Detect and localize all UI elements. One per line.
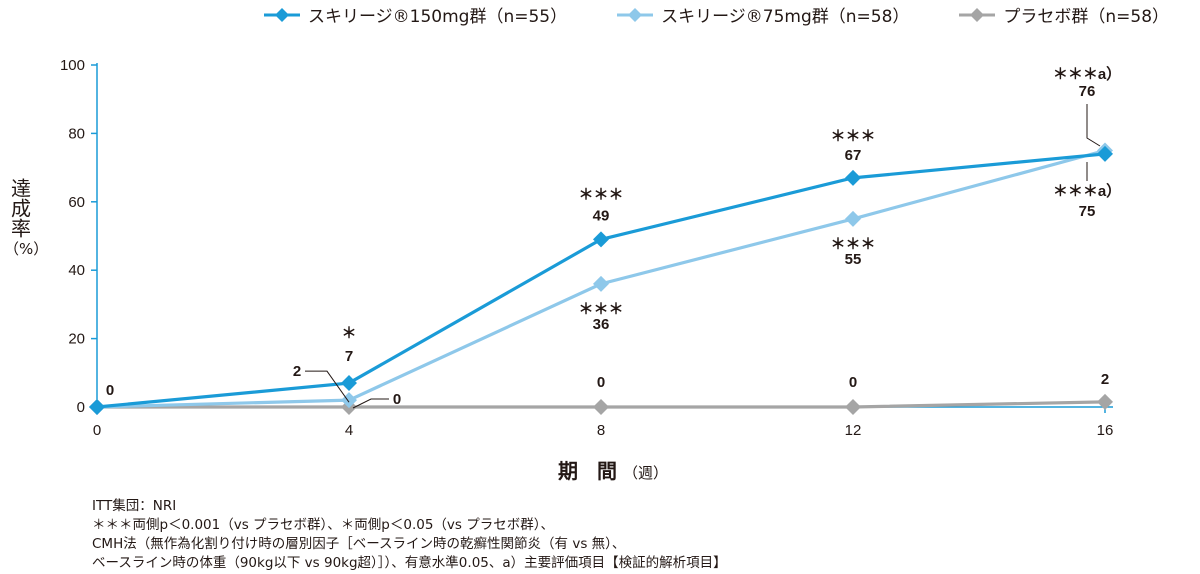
x-axis-unit: （週）	[622, 464, 668, 482]
data-point-marker	[593, 399, 609, 415]
y-tick-label: 0	[77, 399, 85, 416]
x-tick-label: 4	[345, 422, 353, 439]
y-tick-label: 100	[60, 57, 85, 74]
data-label: 7	[345, 348, 353, 365]
data-label: 55	[845, 251, 862, 268]
y-tick-label: 40	[68, 262, 85, 279]
significance-label: ＊	[341, 325, 356, 342]
legend: スキリージ®150mg群（n=55） スキリージ®75mg群（n=58） プラセ…	[262, 2, 1200, 27]
y-tick-label: 80	[68, 125, 85, 142]
significance-label: ＊＊＊	[830, 128, 875, 145]
legend-marker-75mg	[617, 7, 654, 22]
legend-item-150mg: スキリージ®150mg群（n=55）	[262, 2, 567, 27]
significance-label: ＊＊＊	[830, 236, 875, 253]
significance-label: ＊＊＊	[578, 301, 623, 318]
significance-label: ＊＊＊a）	[1053, 65, 1121, 83]
data-point-marker	[593, 231, 609, 248]
y-tick-label: 60	[68, 194, 85, 211]
data-label: 75	[1079, 203, 1096, 220]
x-tick-label: 0	[93, 422, 101, 439]
x-tick-label: 16	[1097, 422, 1114, 439]
footnote-line: CMH法（無作為化割り付け時の層別因子［ベースライン時の乾癬性関節炎（有 vs …	[92, 536, 626, 552]
legend-label-placebo: プラセボ群（n=58）	[1003, 7, 1170, 27]
legend-marker-150mg	[264, 7, 300, 22]
data-point-marker	[341, 375, 357, 392]
legend-label-75mg: スキリージ®75mg群（n=58）	[661, 7, 910, 27]
x-axis-title: 期 間（週）	[558, 455, 668, 484]
leader-line	[1086, 104, 1101, 147]
data-label: 0	[106, 382, 114, 399]
data-label: 49	[593, 207, 610, 224]
legend-marker-placebo	[959, 7, 996, 22]
footnotes: ITT集団：NRI ＊＊＊両側p＜0.001（vs プラセボ群）、＊両側p＜0.…	[92, 497, 727, 573]
data-label: 0	[597, 374, 605, 391]
x-tick-label: 8	[597, 422, 605, 439]
data-point-marker	[593, 275, 609, 292]
significance-label: ＊＊＊	[578, 186, 623, 203]
y-axis-label: 達成率	[7, 178, 32, 238]
footnote-line: ITT集団：NRI	[92, 498, 177, 514]
x-tick-label: 12	[845, 422, 862, 439]
data-point-marker	[89, 399, 105, 415]
footnote-line: ＊＊＊両側p＜0.001（vs プラセボ群）、＊両側p＜0.05（vs プラセボ…	[92, 517, 554, 533]
x-axis-label: 期 間	[558, 459, 623, 483]
leader-line	[352, 398, 389, 409]
data-label: 0	[849, 374, 857, 391]
data-label: 67	[845, 147, 862, 164]
significance-label: ＊＊＊a）	[1053, 182, 1121, 200]
data-label: 36	[593, 316, 610, 333]
data-point-marker	[845, 169, 861, 186]
data-label: 76	[1079, 83, 1096, 100]
legend-item-75mg: スキリージ®75mg群（n=58）	[615, 2, 909, 27]
data-label: 2	[293, 363, 301, 380]
footnote-line: ベースライン時の体重（90kg以下 vs 90kg超）］）、有意水準0.05、a…	[92, 555, 727, 571]
y-tick-label: 20	[68, 331, 85, 348]
legend-item-placebo: プラセボ群（n=58）	[957, 2, 1169, 27]
leader-line	[305, 370, 350, 403]
data-point-marker	[845, 210, 861, 227]
data-label: 0	[393, 391, 401, 408]
data-label: 2	[1101, 371, 1109, 388]
data-point-marker	[845, 399, 861, 415]
data-point-marker	[1097, 145, 1113, 162]
data-point-marker	[1097, 393, 1113, 410]
legend-label-150mg: スキリージ®150mg群（n=55）	[308, 7, 568, 27]
